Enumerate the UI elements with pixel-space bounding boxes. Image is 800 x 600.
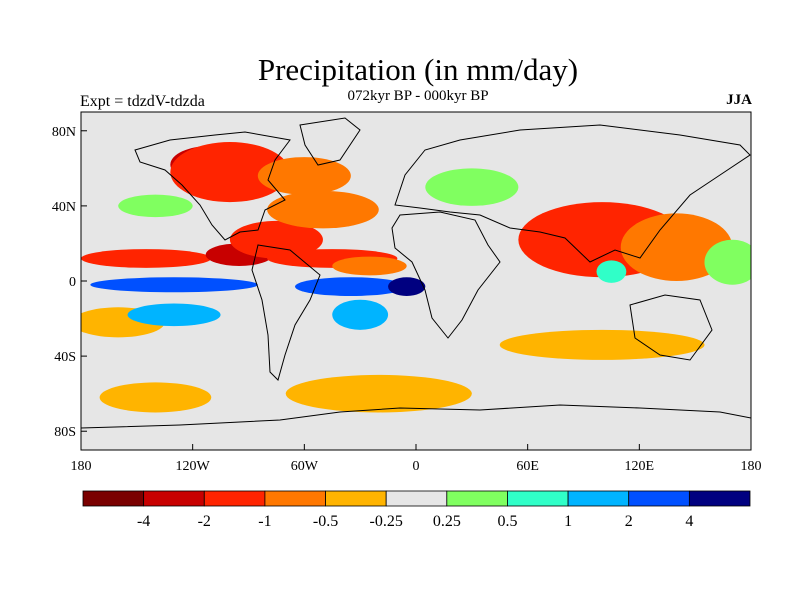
latitude-axis: 80N 40N 0 40S 80S xyxy=(52,125,87,440)
colorbar-label: -0.5 xyxy=(313,513,338,530)
lat-tick-label: 40N xyxy=(52,200,76,215)
lat-tick-label: 80S xyxy=(54,425,76,440)
lat-tick-label: 40S xyxy=(54,350,76,365)
colorbar-swatch-9 xyxy=(628,490,690,507)
anomaly-region-14 xyxy=(99,382,212,413)
coastline-south-america xyxy=(251,244,321,381)
coastlines xyxy=(81,117,751,429)
coastline-africa xyxy=(391,211,501,339)
colorbar-swatch-6 xyxy=(446,490,508,507)
longitude-axis: 180 120W 60W 0 60E 120E 180 xyxy=(71,444,762,474)
anomaly-region-19 xyxy=(332,299,389,330)
anomaly-region-12 xyxy=(285,374,472,413)
colorbar-swatch-7 xyxy=(507,490,569,507)
colorbar-label: 0.5 xyxy=(497,513,517,530)
colorbar-swatch-4 xyxy=(325,490,387,507)
lon-tick-label: 0 xyxy=(413,459,420,474)
colorbar-swatch-3 xyxy=(264,490,326,507)
anomaly-region-10 xyxy=(620,213,733,281)
anomaly-region-22 xyxy=(596,260,627,283)
colorbar-label: -2 xyxy=(198,513,211,530)
lon-tick-label: 180 xyxy=(71,459,92,474)
lon-tick-label: 60W xyxy=(291,459,319,474)
colorbar-swatch-2 xyxy=(203,490,266,507)
anomaly-region-2 xyxy=(257,157,351,195)
anomaly-region-21 xyxy=(118,194,193,218)
lon-tick-label: 120E xyxy=(625,459,655,474)
anomaly-region-20 xyxy=(425,168,519,206)
colorbar: -4 -2 -1 -0.5 -0.25 0.25 0.5 1 2 4 xyxy=(82,490,751,530)
colorbar-swatch-1 xyxy=(143,490,205,507)
anomaly-region-16 xyxy=(295,277,407,297)
colorbar-label: -4 xyxy=(137,513,150,530)
colorbar-swatch-5 xyxy=(385,490,448,507)
coastline-eurasia xyxy=(394,124,751,263)
colorbar-label: -1 xyxy=(258,513,271,530)
colorbar-label: 2 xyxy=(625,513,633,530)
chart-subtitle: 072kyr BP - 000kyr BP xyxy=(347,88,489,104)
coastline-australia xyxy=(629,294,713,361)
lon-tick-label: 120W xyxy=(176,459,211,474)
coastline-north-america xyxy=(134,131,291,241)
anomaly-region-17 xyxy=(388,277,426,297)
coastline-antarctica xyxy=(81,404,751,429)
chart-title: Precipitation (in mm/day) xyxy=(257,52,579,87)
anomaly-regions xyxy=(81,142,751,413)
colorbar-label: 1 xyxy=(564,513,572,530)
colorbar-label: 4 xyxy=(685,513,693,530)
colorbar-swatch-10 xyxy=(688,490,751,507)
lat-tick-label: 80N xyxy=(52,125,76,140)
lat-tick-label: 0 xyxy=(69,275,76,290)
anomaly-region-15 xyxy=(90,277,258,293)
lon-tick-label: 180 xyxy=(741,459,762,474)
experiment-label: Expt = tdzdV-tdzda xyxy=(80,93,205,110)
colorbar-swatch-8 xyxy=(567,490,630,507)
colorbar-label: -0.25 xyxy=(370,513,403,530)
lon-tick-label: 60E xyxy=(516,459,539,474)
anomaly-region-13 xyxy=(499,329,705,360)
colorbar-label: 0.25 xyxy=(433,513,461,530)
coastline-greenland xyxy=(299,117,361,166)
season-label: JJA xyxy=(726,92,752,108)
anomaly-region-23 xyxy=(704,239,751,285)
anomaly-region-18 xyxy=(127,303,221,327)
anomaly-region-3 xyxy=(81,249,212,268)
anomaly-region-6 xyxy=(267,190,379,229)
anomaly-region-1 xyxy=(170,142,290,203)
anomaly-region-8 xyxy=(332,256,407,276)
colorbar-swatch-0 xyxy=(82,490,145,507)
